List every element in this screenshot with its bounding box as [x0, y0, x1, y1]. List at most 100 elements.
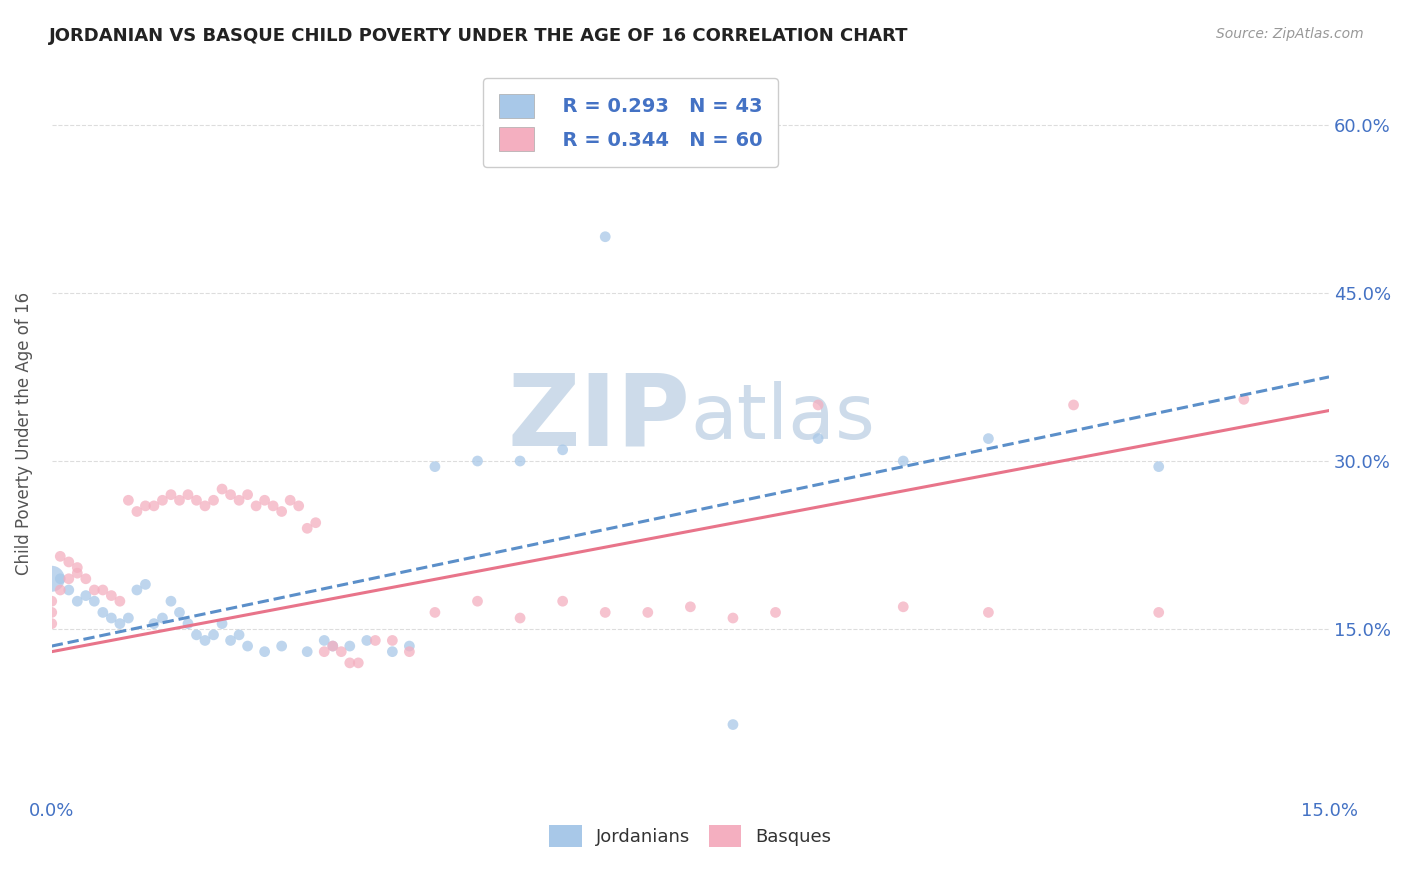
Point	[75, 589, 97, 603]
Point	[295, 645, 318, 659]
Point	[91, 606, 114, 620]
Point	[330, 645, 353, 659]
Point	[134, 577, 156, 591]
Point	[41, 606, 63, 620]
Text: Source: ZipAtlas.com: Source: ZipAtlas.com	[1216, 27, 1364, 41]
Point	[160, 594, 183, 608]
Point	[1233, 392, 1256, 407]
Point	[83, 594, 105, 608]
Point	[1063, 398, 1085, 412]
Point	[41, 616, 63, 631]
Point	[278, 493, 301, 508]
Point	[58, 582, 80, 597]
Point	[177, 616, 200, 631]
Point	[679, 599, 702, 614]
Point	[194, 633, 217, 648]
Point	[100, 589, 122, 603]
Point	[364, 633, 387, 648]
Point	[891, 454, 914, 468]
Point	[509, 454, 531, 468]
Point	[117, 611, 139, 625]
Point	[381, 633, 404, 648]
Point	[66, 566, 89, 581]
Point	[236, 488, 259, 502]
Text: ZIP: ZIP	[508, 370, 690, 467]
Point	[58, 555, 80, 569]
Point	[1147, 606, 1170, 620]
Point	[721, 717, 744, 731]
Point	[423, 606, 446, 620]
Point	[551, 442, 574, 457]
Point	[270, 504, 292, 518]
Point	[108, 594, 131, 608]
Point	[314, 633, 336, 648]
Point	[322, 639, 344, 653]
Point	[100, 611, 122, 625]
Point	[125, 582, 148, 597]
Point	[637, 606, 659, 620]
Point	[83, 582, 105, 597]
Point	[142, 499, 165, 513]
Point	[125, 504, 148, 518]
Point	[152, 493, 174, 508]
Point	[467, 594, 489, 608]
Point	[41, 594, 63, 608]
Point	[152, 611, 174, 625]
Point	[977, 606, 1000, 620]
Point	[467, 454, 489, 468]
Point	[58, 572, 80, 586]
Point	[236, 639, 259, 653]
Point	[356, 633, 378, 648]
Point	[891, 599, 914, 614]
Text: JORDANIAN VS BASQUE CHILD POVERTY UNDER THE AGE OF 16 CORRELATION CHART: JORDANIAN VS BASQUE CHILD POVERTY UNDER …	[49, 27, 908, 45]
Point	[186, 628, 208, 642]
Point	[977, 432, 1000, 446]
Point	[211, 616, 233, 631]
Point	[509, 611, 531, 625]
Point	[398, 639, 420, 653]
Point	[314, 645, 336, 659]
Point	[169, 606, 191, 620]
Point	[228, 493, 250, 508]
Point	[177, 488, 200, 502]
Point	[423, 459, 446, 474]
Point	[245, 499, 267, 513]
Point	[91, 582, 114, 597]
Point	[117, 493, 139, 508]
Point	[339, 639, 361, 653]
Point	[49, 582, 72, 597]
Point	[322, 639, 344, 653]
Point	[593, 606, 616, 620]
Point	[593, 229, 616, 244]
Point	[219, 488, 242, 502]
Point	[721, 611, 744, 625]
Point	[305, 516, 328, 530]
Point	[228, 628, 250, 642]
Point	[134, 499, 156, 513]
Point	[551, 594, 574, 608]
Point	[49, 572, 72, 586]
Point	[169, 493, 191, 508]
Point	[1147, 459, 1170, 474]
Point	[253, 493, 276, 508]
Point	[194, 499, 217, 513]
Point	[398, 645, 420, 659]
Point	[66, 594, 89, 608]
Point	[49, 549, 72, 564]
Point	[765, 606, 787, 620]
Point	[75, 572, 97, 586]
Point	[211, 482, 233, 496]
Point	[202, 493, 225, 508]
Point	[160, 488, 183, 502]
Point	[219, 633, 242, 648]
Y-axis label: Child Poverty Under the Age of 16: Child Poverty Under the Age of 16	[15, 292, 32, 574]
Point	[142, 616, 165, 631]
Point	[108, 616, 131, 631]
Point	[253, 645, 276, 659]
Point	[339, 656, 361, 670]
Point	[186, 493, 208, 508]
Point	[287, 499, 309, 513]
Point	[41, 572, 63, 586]
Point	[807, 432, 830, 446]
Point	[262, 499, 284, 513]
